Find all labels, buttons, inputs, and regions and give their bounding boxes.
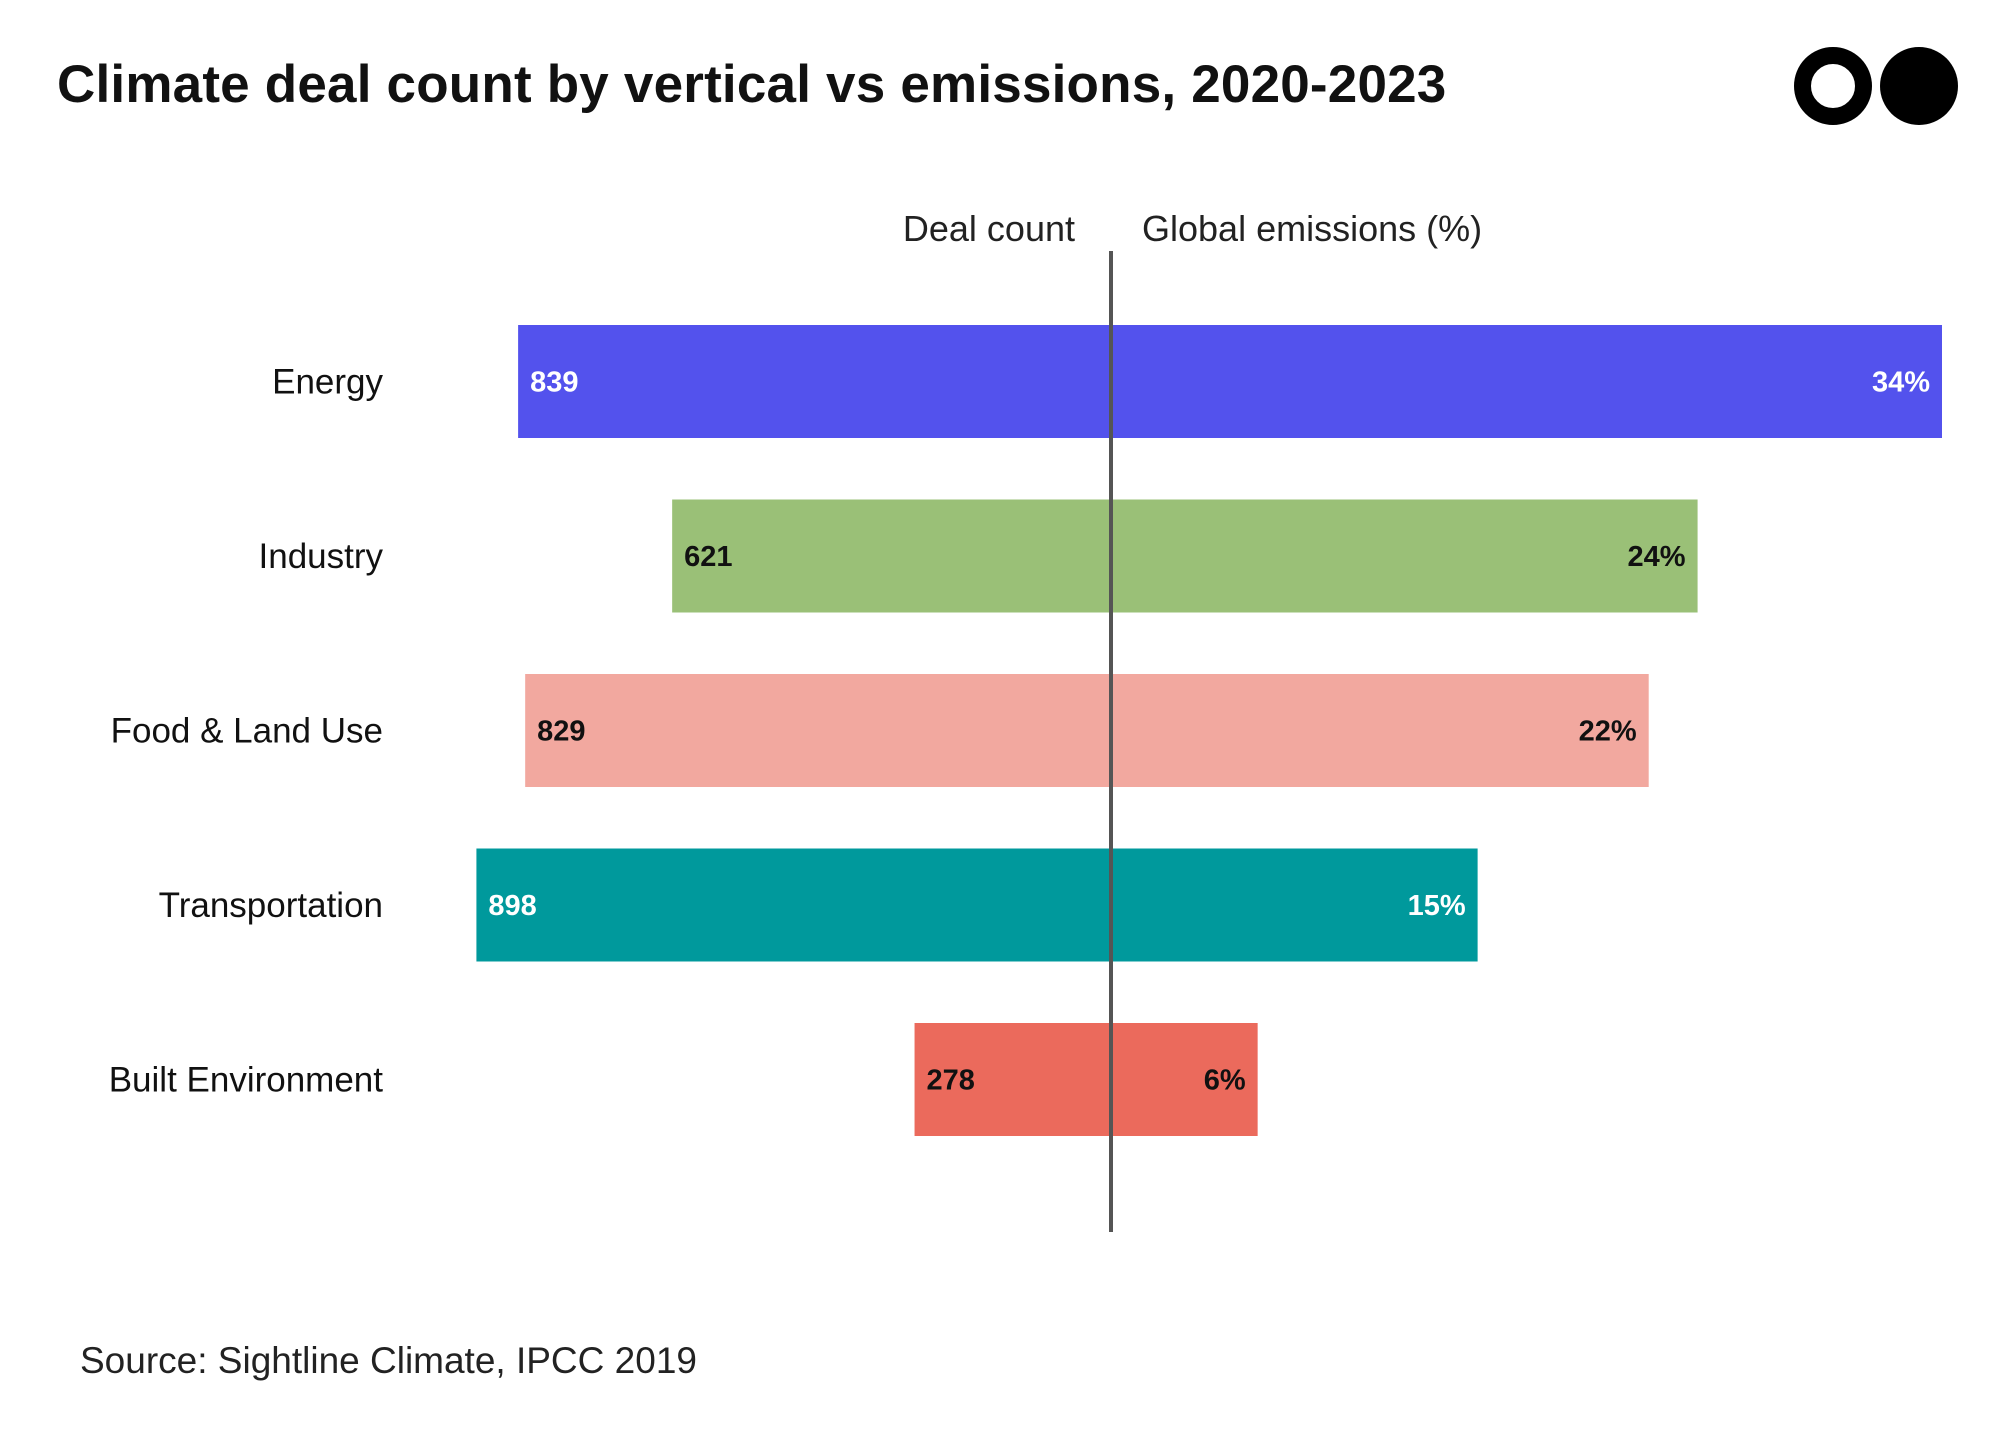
deal-count-label-energy: 839: [530, 367, 578, 399]
two-dots-logo-icon: [1794, 47, 1960, 125]
emissions-label-energy: 34%: [1872, 367, 1930, 399]
deal-count-label-transportation: 898: [488, 890, 536, 922]
emissions-bar-industry: [1111, 499, 1698, 613]
deal-count-bar-built-environment: [914, 1023, 1111, 1136]
ring-dot-icon: [1794, 47, 1872, 125]
deal-count-label-industry: 621: [684, 541, 732, 573]
deal-count-label-built-environment: 278: [927, 1065, 975, 1097]
bars-layer: [476, 325, 1942, 1136]
solid-dot-icon: [1880, 47, 1958, 125]
chart-title: Climate deal count by vertical vs emissi…: [57, 55, 1447, 114]
emissions-bar-transportation: [1111, 848, 1478, 962]
category-label-energy: Energy: [272, 363, 383, 402]
right-axis-label: Global emissions (%): [1142, 208, 1482, 249]
emissions-bar-energy: [1111, 325, 1942, 438]
category-label-built-environment: Built Environment: [109, 1061, 384, 1100]
left-axis-label: Deal count: [903, 208, 1075, 249]
emissions-label-food-land-use: 22%: [1579, 716, 1637, 748]
emissions-bar-food-land-use: [1111, 674, 1649, 787]
deal-count-bar-transportation: [476, 848, 1111, 962]
emissions-label-built-environment: 6%: [1204, 1065, 1246, 1097]
emissions-label-transportation: 15%: [1408, 890, 1466, 922]
labels-layer: Energy 839 34% Industry 621 24% Food & Land Us…: [109, 363, 1931, 1100]
source-note: Source: Sightline Climate, IPCC 2019: [80, 1340, 697, 1381]
category-label-industry: Industry: [259, 537, 384, 576]
category-label-transportation: Transportation: [159, 886, 383, 925]
deal-count-bar-food-land-use: [525, 674, 1111, 787]
emissions-label-industry: 24%: [1628, 541, 1686, 573]
deal-count-bar-energy: [518, 325, 1111, 438]
category-label-food-land-use: Food & Land Use: [111, 712, 383, 751]
emissions-bar-built-environment: [1111, 1023, 1258, 1136]
deal-count-bar-industry: [672, 499, 1111, 613]
deal-count-label-food-land-use: 829: [537, 716, 585, 748]
